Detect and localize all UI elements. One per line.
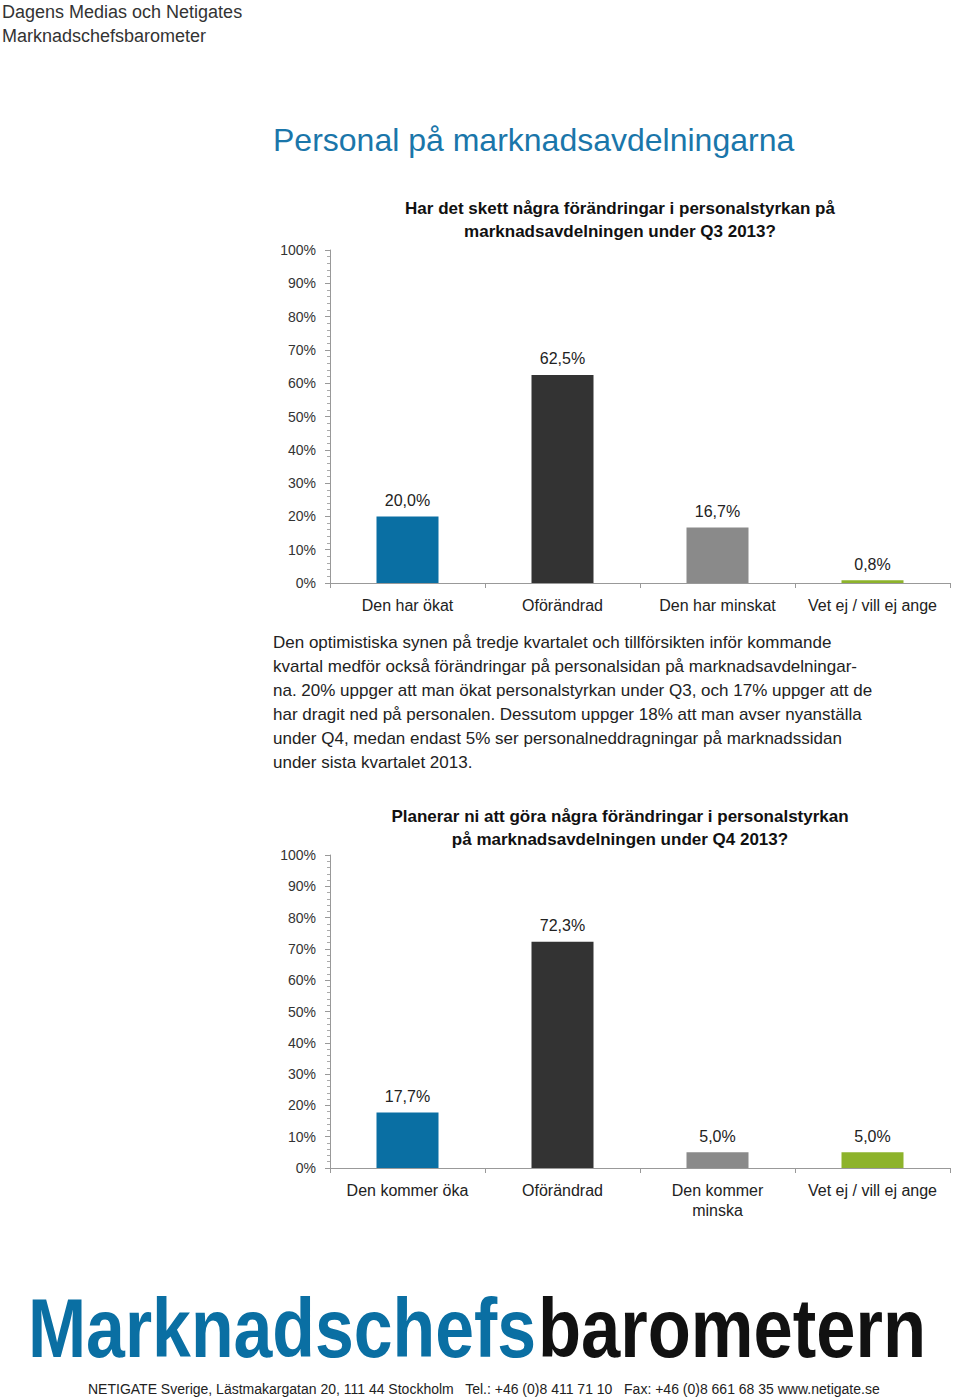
html-text:under Q4, medan endast 5% ser: under Q4, medan endast 5% ser personalne… [273,729,842,748]
svg-text:80%: 80% [288,910,316,926]
svg-text:Den kommer: Den kommer [672,1182,764,1199]
html-text:Marknadschefsbarometer: Marknadschefsbarometer [2,26,207,46]
svg-text:5,0%: 5,0% [854,1128,890,1145]
svg-text:20%: 20% [288,508,316,524]
svg-text:Den har ökat: Den har ökat [362,597,454,614]
html-text:NETIGATE Sverige, Lästmakargat: NETIGATE Sverige, Lästmakargatan 20, 111… [88,1381,880,1397]
svg-text:Oförändrad: Oförändrad [522,597,603,614]
html-text:har dragit ned på personalen.: har dragit ned på personalen. Dessutom u… [273,705,862,724]
svg-text:20%: 20% [288,1097,316,1113]
svg-text:Den kommer öka: Den kommer öka [347,1182,469,1199]
svg-text:50%: 50% [288,409,316,425]
html-text:kvartal medför också förändrin: kvartal medför också förändringar på per… [273,657,857,676]
html-text:na. 20% uppger att man ökat pe: na. 20% uppger att man ökat personalstyr… [273,681,873,700]
svg-text:70%: 70% [288,342,316,358]
svg-text:60%: 60% [288,972,316,988]
svg-text:80%: 80% [288,309,316,325]
svg-text:Marknadschefs: Marknadschefs [28,1285,536,1370]
svg-text:Den har minskat: Den har minskat [659,597,776,614]
svg-text:0%: 0% [296,1160,316,1176]
svg-text:40%: 40% [288,1035,316,1051]
svg-text:10%: 10% [288,542,316,558]
svg-text:40%: 40% [288,442,316,458]
svg-text:72,3%: 72,3% [540,917,585,934]
svg-text:62,5%: 62,5% [540,350,585,367]
svg-text:Vet ej / vill ej ange: Vet ej / vill ej ange [808,1182,937,1199]
svg-text:10%: 10% [288,1129,316,1145]
svg-text:16,7%: 16,7% [695,503,740,520]
html-text:Dagens Medias och Netigates: Dagens Medias och Netigates [2,2,243,22]
svg-text:50%: 50% [288,1004,316,1020]
svg-text:100%: 100% [280,242,316,258]
svg-text:Planerar ni att göra några för: Planerar ni att göra några förändringar … [391,807,848,826]
html-text:Personal på marknadsavdelninga: Personal på marknadsavdelningarna [273,122,795,158]
html-text:Den optimistiska synen på tred: Den optimistiska synen på tredje kvartal… [273,633,832,652]
svg-text:0,8%: 0,8% [854,556,890,573]
svg-text:Har det skett några förändring: Har det skett några förändringar i perso… [405,199,835,218]
svg-text:70%: 70% [288,941,316,957]
svg-text:17,7%: 17,7% [385,1088,430,1105]
svg-text:marknadsavdelningen under Q3 2: marknadsavdelningen under Q3 2013? [464,222,776,241]
svg-text:minska: minska [692,1202,743,1219]
svg-text:barometern: barometern [538,1285,926,1370]
svg-text:5,0%: 5,0% [699,1128,735,1145]
svg-text:30%: 30% [288,475,316,491]
svg-text:Oförändrad: Oförändrad [522,1182,603,1199]
svg-text:Vet ej / vill ej ange: Vet ej / vill ej ange [808,597,937,614]
svg-text:60%: 60% [288,375,316,391]
svg-text:30%: 30% [288,1066,316,1082]
svg-text:90%: 90% [288,275,316,291]
svg-text:100%: 100% [280,847,316,863]
svg-text:0%: 0% [296,575,316,591]
svg-text:på marknadsavdelningen under Q: på marknadsavdelningen under Q4 2013? [452,830,788,849]
svg-text:20,0%: 20,0% [385,492,430,509]
html-text:under sista kvartalet 2013.: under sista kvartalet 2013. [273,753,473,772]
svg-text:90%: 90% [288,878,316,894]
